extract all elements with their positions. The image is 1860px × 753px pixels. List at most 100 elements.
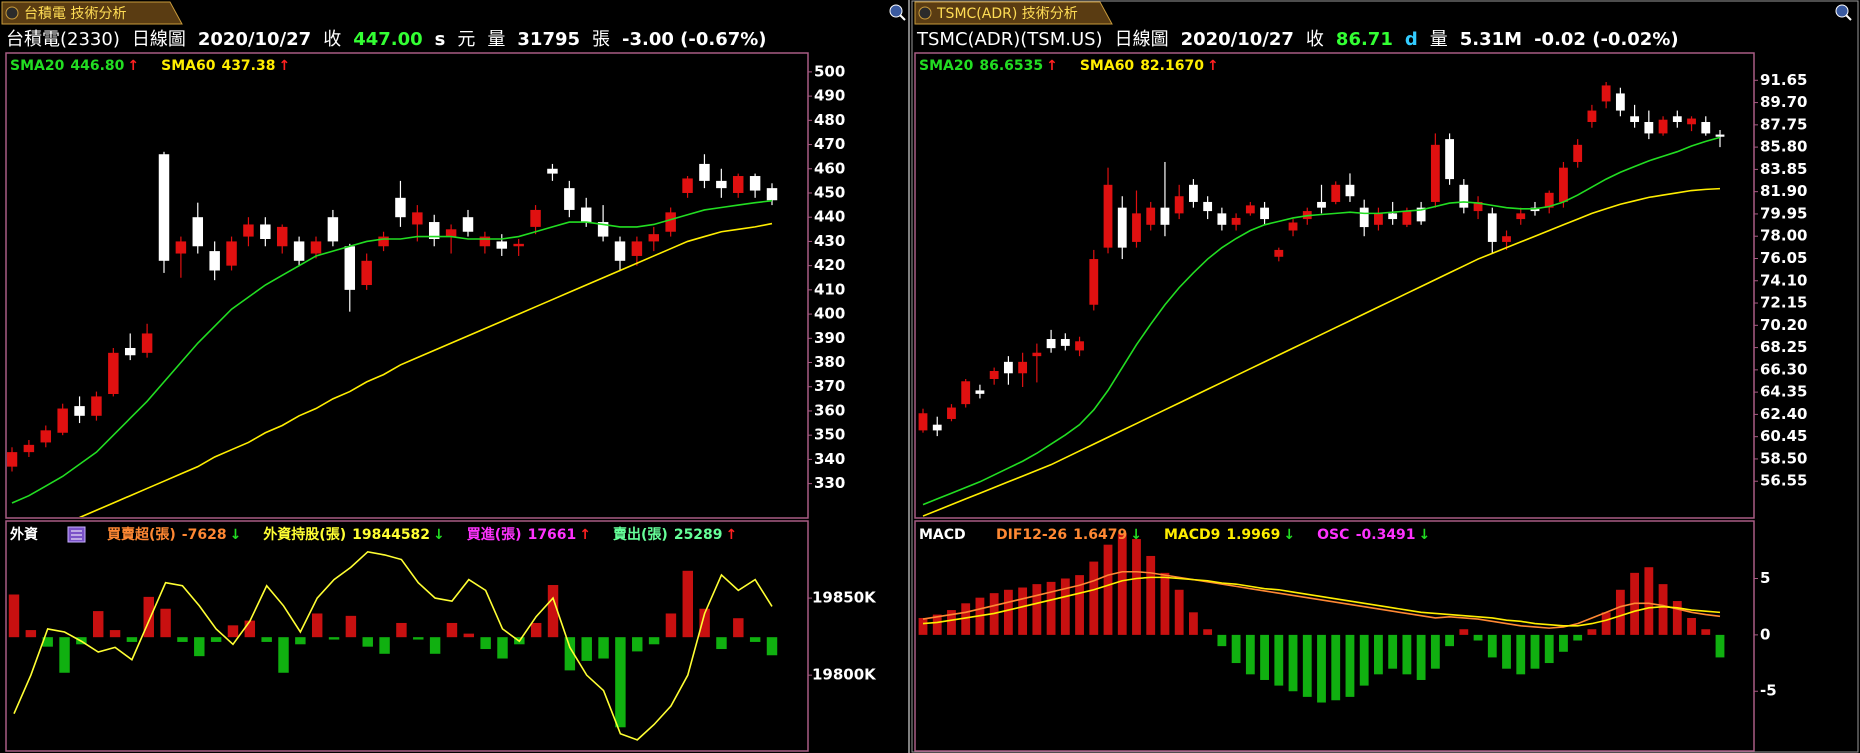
legend-value: 82.1670 xyxy=(1140,58,1204,74)
bar xyxy=(160,608,171,638)
menu-icon[interactable] xyxy=(67,526,86,543)
y-tick-label: 19850K xyxy=(812,589,877,607)
bar xyxy=(446,622,458,638)
window-frame xyxy=(911,0,1859,753)
bar xyxy=(379,637,390,654)
y-tick-label: 380 xyxy=(814,353,845,371)
bar xyxy=(1516,634,1526,675)
tab-shape[interactable] xyxy=(914,1,1113,25)
candle-body xyxy=(108,352,119,394)
y-tick-label: 350 xyxy=(814,426,845,444)
bar xyxy=(1430,634,1440,669)
header-field: 張 xyxy=(592,29,610,50)
y-tick-label: 430 xyxy=(814,232,845,250)
tab-shape[interactable] xyxy=(1,1,183,25)
candle-body xyxy=(74,406,85,416)
legend-arrow: ↓ xyxy=(433,527,445,543)
legend-value: 19844582 xyxy=(352,527,430,543)
series-line xyxy=(922,570,1721,629)
candle-body xyxy=(243,224,254,237)
candle-body xyxy=(209,251,220,271)
bar xyxy=(547,585,559,638)
candle-body xyxy=(1274,249,1284,257)
header-field: 86.71 xyxy=(1336,29,1393,50)
y-tick-label: 5 xyxy=(1760,569,1770,587)
bar xyxy=(1473,634,1483,641)
tab-icon[interactable] xyxy=(918,6,932,20)
candle-body xyxy=(682,178,693,193)
bar xyxy=(1103,544,1113,635)
legend-arrow: ↑ xyxy=(579,527,591,543)
legend-name: SMA20 xyxy=(10,58,65,74)
bar xyxy=(1288,634,1298,692)
candle-body xyxy=(989,370,999,379)
bar xyxy=(1374,634,1383,675)
header-field: 日線圖 xyxy=(132,29,186,50)
y-tick-label: 70.20 xyxy=(1760,316,1807,334)
candle-body xyxy=(23,444,35,453)
bar xyxy=(227,625,239,638)
tab-icon[interactable] xyxy=(5,6,19,20)
candle-body xyxy=(1544,192,1554,208)
candle-body xyxy=(547,168,558,174)
bar xyxy=(295,637,306,645)
candle-body xyxy=(699,163,710,181)
y-tick-label: 58.50 xyxy=(1760,449,1807,467)
bar xyxy=(530,622,542,638)
bar xyxy=(8,594,20,638)
legend-value: -7628 xyxy=(182,527,227,543)
bar xyxy=(1701,629,1711,635)
y-tick-label: 19800K xyxy=(812,666,877,684)
tab-title[interactable]: TSMC(ADR) 技術分析 xyxy=(936,6,1078,22)
bar xyxy=(632,637,643,652)
bar xyxy=(1601,612,1611,635)
bar xyxy=(716,637,727,650)
bar xyxy=(918,617,928,635)
candle-body xyxy=(1160,207,1170,225)
bar xyxy=(961,603,971,635)
legend-arrow: ↑ xyxy=(127,58,139,74)
y-tick-label: 470 xyxy=(814,135,845,153)
bar xyxy=(59,637,70,673)
candle-body xyxy=(1715,134,1725,137)
series-line xyxy=(13,550,773,741)
legend-value: 86.6535 xyxy=(979,58,1043,74)
candle-body xyxy=(1060,339,1070,346)
candle-body xyxy=(1516,213,1526,220)
bar xyxy=(463,633,475,638)
candle-body xyxy=(513,243,524,247)
bar xyxy=(396,622,407,638)
bar xyxy=(328,637,340,640)
legend-arrow: ↑ xyxy=(726,527,738,543)
candle-body xyxy=(1473,201,1483,212)
tab-title[interactable]: 台積電 技術分析 xyxy=(24,6,126,22)
legend-value: 1.9969 xyxy=(1226,527,1280,543)
candle-body xyxy=(1003,361,1013,374)
bar xyxy=(261,637,272,642)
bar xyxy=(581,637,592,661)
candle-body xyxy=(1260,207,1269,220)
header-field: 台積電(2330) xyxy=(6,29,120,50)
bar xyxy=(1160,572,1170,635)
bar xyxy=(429,637,441,654)
y-tick-label: 64.35 xyxy=(1760,383,1807,401)
y-tick-label: 78.00 xyxy=(1760,227,1807,245)
candle-body xyxy=(1701,121,1711,134)
bar xyxy=(1644,567,1654,635)
candle-body xyxy=(1644,121,1654,134)
header-field: 收 xyxy=(1306,29,1324,50)
bar xyxy=(598,637,609,659)
candle-body xyxy=(932,424,942,431)
candle-body xyxy=(1103,184,1113,248)
bar xyxy=(648,637,660,645)
header-field: 量 xyxy=(487,29,505,50)
legend-value: 17661 xyxy=(528,527,577,543)
bar xyxy=(1416,634,1426,680)
series-line xyxy=(922,136,1721,506)
candle-body xyxy=(378,236,389,247)
legend-arrow: ↑ xyxy=(1046,58,1058,74)
y-tick-label: 87.75 xyxy=(1760,115,1807,133)
zoom-icon[interactable] xyxy=(889,4,906,21)
candle-body xyxy=(1502,236,1511,242)
zoom-icon[interactable] xyxy=(1835,4,1852,21)
